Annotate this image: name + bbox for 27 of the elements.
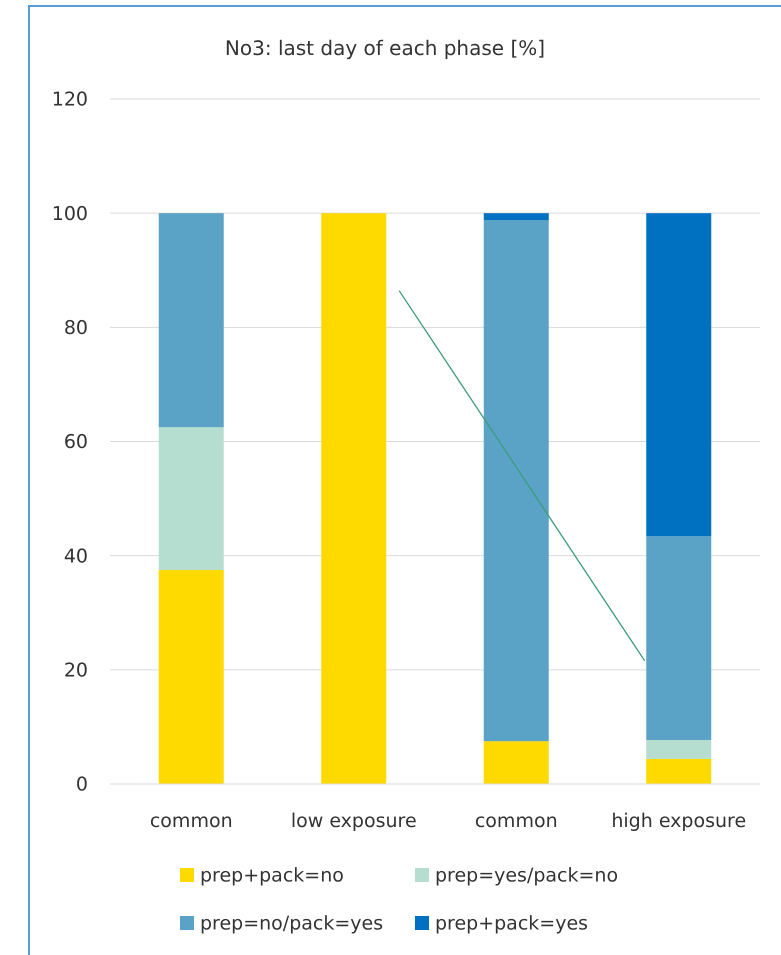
bar [158, 570, 224, 784]
legend-label: prep+pack=no [200, 864, 344, 887]
bar [484, 213, 549, 220]
y-tick-label: 0 [76, 774, 88, 796]
x-tick-label: common [150, 810, 233, 832]
bar [646, 740, 712, 759]
bar [484, 741, 549, 784]
legend-label: prep+pack=yes [435, 912, 588, 935]
bar [158, 427, 224, 570]
y-tick-label: 120 [52, 88, 88, 111]
chart-title: No3: last day of each phase [%] [224, 36, 546, 60]
legend-label: prep=no/pack=yes [200, 912, 384, 935]
bar [646, 536, 712, 740]
y-tick-label: 40 [64, 545, 88, 568]
bar [646, 213, 712, 536]
bar [484, 220, 549, 742]
bar [646, 758, 712, 784]
y-tick-label: 20 [64, 659, 88, 682]
y-tick-label: 100 [52, 202, 88, 225]
bar [321, 213, 386, 784]
x-tick-label: common [474, 810, 558, 832]
x-tick-label: low exposure [290, 810, 417, 832]
bar [158, 213, 224, 428]
x-tick-label: high exposure [611, 810, 746, 832]
y-tick-label: 60 [64, 431, 88, 454]
legend-label: prep=yes/pack=no [435, 864, 618, 887]
y-tick-label: 80 [64, 316, 88, 339]
